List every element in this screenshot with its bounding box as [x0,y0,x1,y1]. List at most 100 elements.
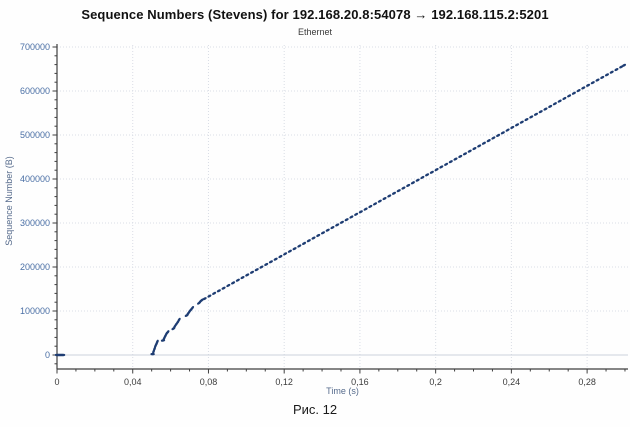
data-point [202,297,207,301]
data-point [268,260,273,264]
data-point [515,123,520,127]
data-point [335,223,340,227]
x-tick-label: 0,24 [503,377,521,387]
y-tick-label: 0 [45,350,50,360]
data-point [595,78,600,82]
data-point [538,110,543,114]
data-point [245,273,250,277]
data-point [264,262,269,266]
data-point [434,168,439,172]
data-point [330,226,335,230]
data-point [292,247,297,251]
data-point [467,149,472,153]
y-tick-label: 500000 [20,130,50,140]
data-point [325,228,330,232]
y-tick-label: 400000 [20,174,50,184]
data-point [235,278,240,282]
data-point [500,131,505,135]
data-point [510,125,515,129]
data-point [524,118,529,122]
data-point [562,96,567,100]
data-point [250,270,255,274]
x-tick-label: 0,28 [578,377,596,387]
data-point [240,276,245,280]
data-point [231,281,236,285]
data-point [60,353,66,357]
x-axis-title: Time (s) [326,386,359,396]
data-point [600,75,605,79]
data-point [166,330,170,335]
data-point [287,249,292,253]
data-point [533,112,539,116]
data-point [283,252,288,256]
data-point [458,154,463,158]
y-tick-label: 100000 [20,306,50,316]
data-point [519,120,524,124]
y-tick-label: 600000 [20,86,50,96]
data-point [576,89,581,93]
data-point [429,170,434,174]
data-point [391,191,397,195]
data-point [444,162,449,166]
data-point [462,152,468,156]
data-point [410,181,415,185]
figure-caption: Рис. 12 [292,402,338,417]
data-point [254,268,259,272]
data-point [221,286,226,290]
y-tick-label: 300000 [20,218,50,228]
data-point [496,133,501,137]
chart-title: Sequence Numbers (Stevens) for 192.168.2… [81,7,549,22]
data-point [373,202,378,206]
data-point [363,207,368,211]
data-point [401,186,406,190]
y-tick-label: 700000 [20,42,50,52]
data-point [472,147,477,151]
data-point [259,265,264,269]
data-point [590,81,595,85]
data-point [396,189,401,193]
data-point [622,63,627,67]
data-point [453,157,458,161]
data-point [155,339,159,344]
data-point [278,255,283,259]
data-point [548,104,553,108]
x-tick-label: 0 [54,377,59,387]
y-tick-label: 200000 [20,262,50,272]
x-tick-label: 0,2 [429,377,442,387]
data-point [302,241,307,245]
data-point [567,94,572,98]
data-point [420,176,425,180]
data-point [614,68,619,72]
data-point [349,215,354,219]
data-point [571,91,576,95]
data-point [297,244,302,248]
data-point [586,83,591,87]
data-point [415,178,420,182]
data-point [339,220,344,224]
data-point [552,102,557,106]
data-point [406,183,411,187]
data-point [491,136,496,140]
data-point [320,231,326,235]
data-point [448,160,453,164]
x-tick-label: 0,04 [124,377,142,387]
x-tick-label: 0,08 [200,377,218,387]
data-point [368,204,373,208]
data-point [387,194,392,198]
y-axis-title: Sequence Number (B) [4,156,14,246]
sequence-graph: 0 0,04 0,08 0,12 0,16 0,2 0,24 0,28 0 100000 20000… [4,42,628,396]
data-point [382,197,387,201]
x-tick-label: 0,16 [351,377,369,387]
data-point [273,257,278,261]
data-point [207,294,212,298]
data-point [316,233,321,237]
data-point [477,144,482,148]
data-point [604,73,609,77]
data-point [177,317,181,322]
data-point [439,165,444,169]
data-point [216,289,221,293]
data-point [486,139,491,143]
data-point [609,70,614,74]
data-point [377,199,382,203]
